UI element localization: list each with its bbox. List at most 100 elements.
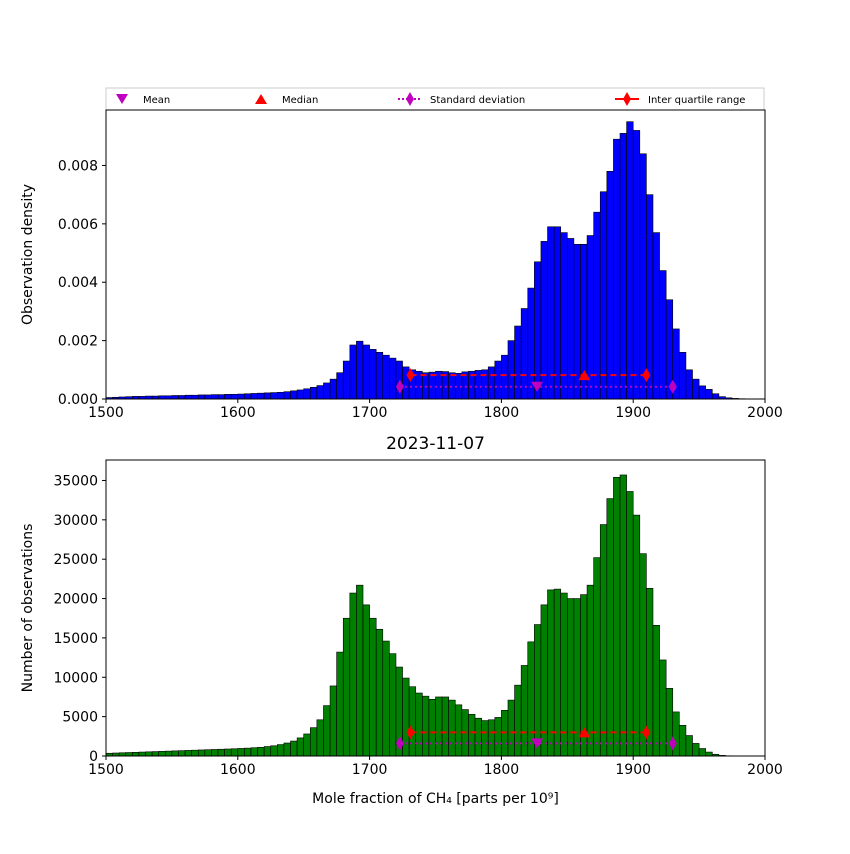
- histogram-bar: [594, 558, 601, 756]
- y-tick-label: 0.004: [58, 275, 98, 291]
- histogram-bar: [613, 139, 620, 399]
- histogram-bar: [468, 714, 475, 756]
- histogram-bar: [422, 696, 429, 756]
- histogram-bar: [389, 654, 396, 756]
- histogram-bar: [429, 372, 436, 399]
- histogram-bar: [205, 395, 212, 399]
- histogram-bar: [640, 154, 647, 399]
- histogram-bar: [178, 395, 185, 399]
- histogram-bar: [409, 687, 416, 756]
- y-tick-label: 0.000: [58, 392, 98, 408]
- histogram-bar: [449, 700, 456, 756]
- histogram-bar: [238, 748, 245, 756]
- x-tick-label: 1900: [615, 762, 651, 778]
- histogram-bar: [205, 750, 212, 756]
- histogram-bar: [291, 391, 298, 399]
- histogram-bar: [231, 749, 238, 756]
- histogram-bar: [679, 352, 686, 399]
- histogram-bar: [356, 585, 363, 756]
- histogram-bar: [607, 499, 614, 756]
- y-axis-label: Number of observations: [20, 524, 36, 693]
- histogram-bar: [699, 749, 706, 756]
- histogram-bar: [244, 748, 251, 756]
- histogram-bar: [403, 367, 410, 399]
- x-tick-label: 1700: [352, 405, 388, 421]
- histogram-bar: [323, 706, 330, 756]
- histogram-bar: [587, 585, 594, 756]
- histogram-bar: [165, 751, 172, 756]
- y-tick-label: 0.006: [58, 217, 98, 233]
- histogram-bar: [640, 554, 647, 756]
- bars: [106, 475, 739, 756]
- histogram-bar: [554, 589, 561, 756]
- histogram-bar: [172, 751, 179, 756]
- histogram-bar: [370, 618, 377, 756]
- histogram-bar: [383, 355, 390, 399]
- legend-mean-label: Mean: [143, 95, 170, 106]
- histogram-bar: [613, 477, 620, 756]
- histogram-bar: [304, 734, 311, 756]
- histogram-bar: [277, 392, 284, 399]
- histogram-bar: [218, 395, 225, 399]
- histogram-bar: [712, 394, 719, 399]
- histogram-bar: [706, 752, 713, 756]
- histogram-bar: [370, 349, 377, 399]
- histogram-bar: [317, 386, 324, 399]
- histogram-bar: [627, 122, 634, 399]
- x-tick-label: 1700: [352, 762, 388, 778]
- histogram-bar: [442, 697, 449, 756]
- x-tick-label: 1900: [615, 405, 651, 421]
- histogram-bar: [225, 394, 232, 399]
- histogram-bar: [600, 192, 607, 399]
- histogram-bar: [310, 387, 317, 399]
- chart-title: 2023-11-07: [386, 434, 485, 454]
- histogram-bar: [350, 593, 357, 756]
- histogram-bar: [192, 395, 199, 399]
- histogram-bar: [429, 699, 436, 756]
- histogram-bar: [706, 389, 713, 399]
- histogram-bar: [277, 745, 284, 756]
- y-tick-label: 20000: [53, 592, 98, 608]
- histogram-bar: [376, 352, 383, 399]
- histogram-bar: [264, 747, 271, 756]
- y-tick-label: 25000: [53, 552, 98, 568]
- histogram-bar: [660, 271, 667, 399]
- histogram-bar: [146, 752, 153, 756]
- histogram-bar: [646, 195, 653, 399]
- histogram-bar: [337, 652, 344, 756]
- histogram-bar: [231, 394, 238, 399]
- histogram-bar: [185, 750, 192, 756]
- histogram-bar: [679, 725, 686, 756]
- histogram-bar: [264, 393, 271, 399]
- histogram-bar: [501, 355, 508, 399]
- histogram-bar: [633, 515, 640, 756]
- histogram-bar: [317, 720, 324, 756]
- histogram-bar: [139, 752, 146, 756]
- histogram-bar: [132, 752, 139, 756]
- histogram-bar: [363, 345, 370, 399]
- histogram-bar: [198, 395, 205, 399]
- histogram-bar: [515, 326, 522, 399]
- histogram-bar: [356, 341, 363, 399]
- histogram-bar: [185, 395, 192, 399]
- histogram-bar: [310, 728, 317, 756]
- histogram-bar: [350, 345, 357, 399]
- histogram-bar: [548, 590, 555, 756]
- y-tick-label: 0.002: [58, 334, 98, 350]
- y-tick-label: 30000: [53, 513, 98, 529]
- histogram-bar: [251, 393, 258, 399]
- histogram-bar: [172, 395, 179, 399]
- histogram-bar: [436, 697, 443, 756]
- histogram-bar: [620, 475, 627, 756]
- histogram-bar: [561, 233, 568, 399]
- histogram-bar: [416, 693, 423, 756]
- histogram-bar: [225, 749, 232, 756]
- x-tick-label: 2000: [747, 762, 783, 778]
- x-tick-label: 1600: [220, 762, 256, 778]
- y-tick-label: 15000: [53, 631, 98, 647]
